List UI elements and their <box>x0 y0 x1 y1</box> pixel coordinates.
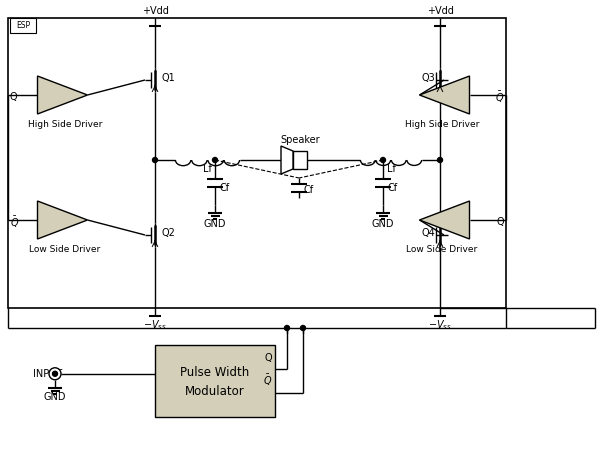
Text: $-V_{ss}$: $-V_{ss}$ <box>143 318 167 332</box>
Text: ESP: ESP <box>16 21 30 30</box>
Text: Q: Q <box>496 217 504 227</box>
Text: Low Side Driver: Low Side Driver <box>407 245 477 254</box>
Text: GND: GND <box>204 219 226 229</box>
Circle shape <box>381 157 385 162</box>
Polygon shape <box>38 76 88 114</box>
Text: Lf: Lf <box>387 164 396 174</box>
Text: Cf: Cf <box>219 183 229 193</box>
Text: GND: GND <box>371 219 394 229</box>
Text: Q3: Q3 <box>422 73 436 83</box>
Text: INPUT: INPUT <box>33 369 62 379</box>
Text: $\bar{Q}$: $\bar{Q}$ <box>263 373 272 388</box>
Bar <box>8 18 506 308</box>
Text: +Vdd: +Vdd <box>427 6 453 16</box>
Circle shape <box>301 325 306 330</box>
Text: Q1: Q1 <box>161 73 175 83</box>
Text: Cf: Cf <box>387 183 397 193</box>
Text: High Side Driver: High Side Driver <box>28 120 102 129</box>
Circle shape <box>212 157 218 162</box>
Text: Q: Q <box>10 92 18 102</box>
Polygon shape <box>38 201 88 239</box>
Text: Lf: Lf <box>203 164 212 174</box>
Text: Modulator: Modulator <box>185 385 245 398</box>
Text: Speaker: Speaker <box>280 135 320 145</box>
Bar <box>293 151 307 169</box>
Circle shape <box>437 157 442 162</box>
Polygon shape <box>419 76 469 114</box>
Text: Q4: Q4 <box>422 228 436 238</box>
Text: +Vdd: +Vdd <box>142 6 168 16</box>
Polygon shape <box>281 146 293 174</box>
Text: $-V_{ss}$: $-V_{ss}$ <box>428 318 452 332</box>
Circle shape <box>49 368 61 380</box>
Text: Cf: Cf <box>303 185 313 195</box>
Text: Low Side Driver: Low Side Driver <box>30 245 100 254</box>
Text: Q: Q <box>264 353 272 363</box>
Text: $\bar{Q}$: $\bar{Q}$ <box>495 90 504 105</box>
Text: GND: GND <box>44 392 67 402</box>
Circle shape <box>53 371 57 376</box>
Circle shape <box>152 157 157 162</box>
Text: $\bar{Q}$: $\bar{Q}$ <box>10 214 19 229</box>
Text: High Side Driver: High Side Driver <box>405 120 479 129</box>
Circle shape <box>284 325 290 330</box>
Polygon shape <box>419 201 469 239</box>
Bar <box>155 345 275 417</box>
Text: Pulse Width: Pulse Width <box>180 366 250 379</box>
Bar <box>10 18 36 33</box>
Text: Q2: Q2 <box>161 228 175 238</box>
